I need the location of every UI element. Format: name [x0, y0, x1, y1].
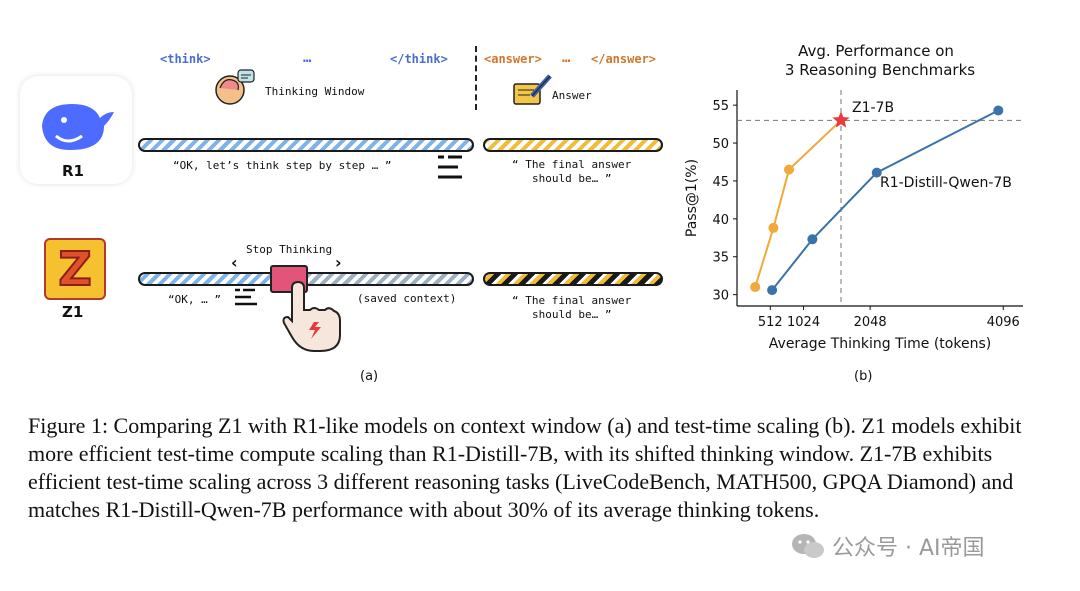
- figure-caption: Figure 1: Comparing Z1 with R1-like mode…: [28, 413, 1022, 522]
- text-lines-icon: [438, 155, 462, 179]
- data-point: [750, 282, 761, 293]
- z1-answer-quote-1: “ The final answer: [512, 294, 632, 307]
- chart-title-line2: 3 Reasoning Benchmarks: [785, 61, 975, 79]
- answer-open-tag: <answer>: [484, 52, 542, 66]
- x-tick-label: 2048: [854, 315, 887, 330]
- thinking-window-label: Thinking Window: [265, 85, 365, 98]
- x-axis-label: Average Thinking Time (tokens): [769, 336, 991, 352]
- watermark-text: 公众号 · AI帝国: [832, 536, 985, 561]
- r1-think-quote: “OK, let’s think step by step … ”: [173, 159, 392, 172]
- series-line-1: [771, 109, 999, 291]
- y-tick-label: 50: [712, 137, 729, 152]
- answer-close-tag: </answer>: [591, 52, 657, 66]
- pointing-hand-icon: [282, 280, 341, 352]
- z1-logo-icon: Z: [44, 238, 106, 300]
- data-point: [993, 105, 1004, 116]
- whale-logo-icon: [42, 104, 114, 150]
- star-marker: [832, 111, 850, 128]
- r1-name: R1: [62, 162, 84, 180]
- left-arrow-icon: ‹: [231, 253, 238, 272]
- data-point: [871, 167, 882, 178]
- text-lines-icon-2: [235, 288, 257, 306]
- performance-chart: Avg. Performance on 3 Reasoning Benchmar…: [684, 42, 1023, 352]
- wechat-icon: [792, 534, 824, 558]
- r1-thinking-bar: [138, 138, 474, 152]
- y-tick-label: 45: [712, 175, 729, 190]
- x-tick-label: 4096: [987, 315, 1020, 330]
- r1-answer-quote-2: should be… ”: [532, 172, 612, 185]
- data-point: [768, 222, 779, 233]
- y-tick-label: 35: [712, 251, 729, 266]
- data-point: [767, 285, 778, 296]
- z1-logo-letter: Z: [57, 242, 92, 296]
- x-tick-label: 1024: [787, 315, 820, 330]
- panel-a-sublabel: (a): [360, 369, 379, 384]
- z1-name: Z1: [62, 303, 84, 321]
- think-ellipsis: …: [303, 50, 312, 66]
- y-tick-label: 30: [712, 289, 729, 304]
- think-close-tag: </think>: [390, 52, 448, 66]
- z1-answer-bar: [483, 272, 663, 286]
- saved-context-label: (saved context): [357, 292, 457, 305]
- z1-series-label: Z1-7B: [852, 100, 894, 116]
- y-axis-label: Pass@1(%): [684, 159, 700, 237]
- right-arrow-icon: ›: [335, 253, 342, 272]
- panel-b-sublabel: (b): [854, 369, 873, 384]
- z1-answer-quote-2: should be… ”: [532, 308, 612, 321]
- stop-thinking-label: Stop Thinking: [246, 243, 333, 256]
- series-line-0: [754, 119, 842, 288]
- answer-label: Answer: [552, 89, 592, 102]
- answer-note-icon: [513, 74, 552, 105]
- window-divider: [475, 46, 477, 110]
- watermark: 公众号 · AI帝国: [790, 530, 985, 562]
- thinking-head-icon: [215, 69, 255, 105]
- data-point: [807, 234, 818, 245]
- y-tick-label: 55: [712, 99, 729, 114]
- r1-answer-quote-1: “ The final answer: [512, 158, 632, 171]
- r1-series-label: R1-Distill-Qwen-7B: [880, 175, 1012, 191]
- answer-ellipsis: …: [562, 50, 571, 66]
- x-tick-label: 512: [758, 315, 783, 330]
- z1-think-quote: “OK, … ”: [168, 293, 221, 306]
- data-point: [784, 164, 794, 175]
- y-tick-label: 40: [712, 213, 729, 228]
- think-open-tag: <think>: [160, 52, 211, 66]
- chart-title-line1: Avg. Performance on: [798, 42, 954, 60]
- r1-answer-bar: [483, 138, 663, 152]
